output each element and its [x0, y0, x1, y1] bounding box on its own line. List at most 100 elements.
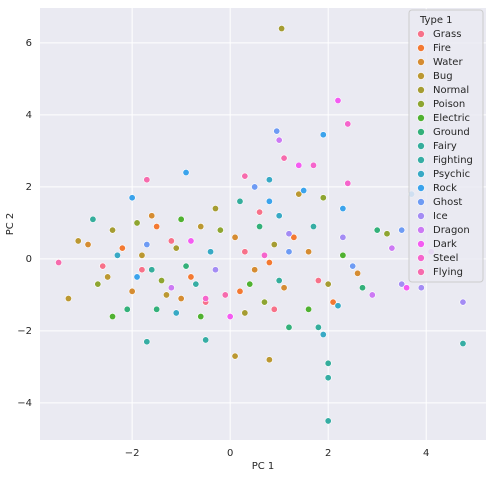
- legend-marker: [417, 226, 425, 234]
- legend-title: Type 1: [419, 15, 453, 26]
- point: [187, 237, 195, 245]
- legend-marker: [417, 114, 425, 122]
- point: [84, 241, 92, 249]
- point: [275, 277, 283, 285]
- point: [368, 291, 376, 299]
- point: [211, 266, 219, 274]
- x-tick-label: −2: [125, 448, 140, 459]
- point: [314, 277, 322, 285]
- point: [143, 241, 151, 249]
- point: [305, 305, 313, 313]
- point: [309, 223, 317, 231]
- point: [133, 273, 141, 281]
- point: [172, 244, 180, 252]
- point: [300, 187, 308, 195]
- point: [459, 340, 467, 348]
- point: [221, 291, 229, 299]
- point: [324, 280, 332, 288]
- legend-label: Ice: [433, 211, 448, 222]
- y-tick-label: −4: [17, 398, 32, 409]
- point: [265, 197, 273, 205]
- legend-label: Dragon: [433, 225, 470, 236]
- point: [309, 161, 317, 169]
- point: [153, 305, 161, 313]
- legend-label: Fire: [433, 43, 451, 54]
- point: [128, 287, 136, 295]
- point: [265, 259, 273, 267]
- point: [236, 287, 244, 295]
- point: [202, 295, 210, 303]
- point: [246, 280, 254, 288]
- point: [324, 359, 332, 367]
- point: [109, 226, 117, 234]
- point: [314, 323, 322, 331]
- point: [275, 136, 283, 144]
- legend-label: Water: [433, 57, 463, 68]
- y-tick-label: −2: [17, 326, 32, 337]
- point: [285, 323, 293, 331]
- point: [99, 262, 107, 270]
- legend-box: [408, 9, 484, 283]
- point: [329, 298, 337, 306]
- point: [177, 295, 185, 303]
- point: [280, 154, 288, 162]
- legend-marker: [417, 30, 425, 38]
- legend-label: Dark: [433, 239, 457, 250]
- point: [334, 302, 342, 310]
- point: [133, 219, 141, 227]
- point: [226, 313, 234, 321]
- point: [241, 309, 249, 317]
- point: [148, 266, 156, 274]
- x-axis-label: PC 1: [252, 461, 275, 472]
- point: [158, 277, 166, 285]
- legend-label: Poison: [433, 99, 465, 110]
- x-tick-label: 4: [423, 448, 429, 459]
- point: [251, 183, 259, 191]
- y-tick-label: 0: [26, 254, 32, 265]
- point: [339, 205, 347, 213]
- point: [260, 298, 268, 306]
- point: [241, 248, 249, 256]
- point: [251, 266, 259, 274]
- point: [459, 298, 467, 306]
- legend-marker: [417, 268, 425, 276]
- point: [324, 417, 332, 425]
- point: [128, 194, 136, 202]
- legend-marker: [417, 240, 425, 248]
- point: [398, 280, 406, 288]
- legend-label: Flying: [433, 267, 463, 278]
- point: [231, 233, 239, 241]
- legend-marker: [417, 86, 425, 94]
- point: [162, 291, 170, 299]
- legend-marker: [417, 72, 425, 80]
- point: [324, 374, 332, 382]
- point: [388, 244, 396, 252]
- point: [197, 313, 205, 321]
- y-tick-label: 6: [26, 38, 32, 49]
- point: [202, 336, 210, 344]
- point: [167, 237, 175, 245]
- point: [290, 233, 298, 241]
- legend-label: Electric: [433, 113, 470, 124]
- point: [339, 251, 347, 259]
- point: [94, 280, 102, 288]
- y-tick-label: 4: [26, 110, 32, 121]
- point: [339, 233, 347, 241]
- point: [358, 284, 366, 292]
- point: [285, 230, 293, 238]
- point: [383, 230, 391, 238]
- point: [236, 197, 244, 205]
- point: [187, 273, 195, 281]
- point: [319, 131, 327, 139]
- point: [398, 226, 406, 234]
- point: [182, 169, 190, 177]
- y-tick-label: 2: [26, 182, 32, 193]
- point: [182, 262, 190, 270]
- legend-marker: [417, 212, 425, 220]
- point: [216, 226, 224, 234]
- point: [109, 313, 117, 321]
- legend-label: Rock: [433, 183, 457, 194]
- point: [280, 284, 288, 292]
- point: [344, 179, 352, 187]
